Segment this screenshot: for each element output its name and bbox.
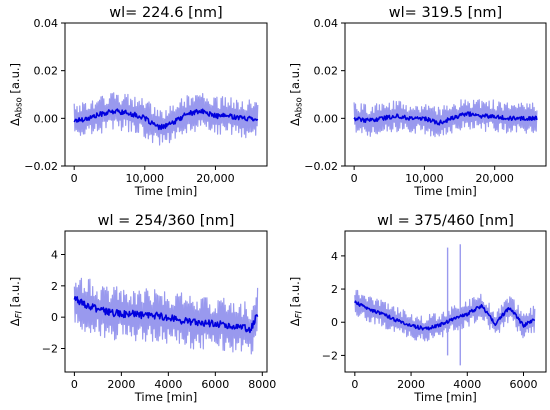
y-tick-label: −0.02 [24, 160, 58, 173]
y-tick-label: 0.02 [34, 65, 59, 78]
x-tick-label: 10,000 [405, 172, 444, 185]
y-axis-label-unit: [a.u.] [8, 63, 22, 97]
y-axis-label-subscript: FI [295, 311, 305, 319]
y-axis-label-unit: [a.u.] [8, 277, 22, 311]
y-tick-label: 2 [51, 280, 58, 293]
x-axis-label: Time [min] [134, 390, 197, 404]
x-tick-label: 10,000 [126, 172, 165, 185]
y-axis-label: ΔFI [a.u.] [288, 277, 305, 327]
x-tick-label: 4000 [453, 378, 481, 391]
panel-title: wl = 375/460 [nm] [377, 213, 514, 229]
axes-frame [344, 22, 547, 167]
y-axis-label-main: Δ [288, 118, 302, 126]
y-axis-label-unit: [a.u.] [288, 63, 302, 97]
plot-area [354, 244, 536, 366]
noise-band-trace [73, 277, 259, 355]
y-tick-label: 0.04 [34, 17, 59, 30]
y-axis-label: ΔAbso [a.u.] [288, 63, 305, 126]
series-line [73, 296, 259, 334]
axes-frame [344, 230, 547, 373]
noise-band-trace [353, 99, 538, 138]
panel-fluorescence-254-360: wl = 254/360 [nm] Time [min] ΔFI [a.u.] … [8, 213, 276, 404]
y-tick-label: 0.02 [314, 65, 339, 78]
x-axis-label: Time [min] [134, 184, 197, 198]
series-line [73, 108, 259, 131]
y-tick-label: −2 [42, 343, 58, 356]
panel-title: wl = 254/360 [nm] [98, 213, 235, 229]
y-tick-label: 4 [51, 249, 58, 262]
y-tick-label: 2 [331, 283, 338, 296]
x-tick-label: 6000 [510, 378, 538, 391]
y-tick-label: 4 [331, 250, 338, 263]
y-tick-label: −2 [322, 349, 338, 362]
series-line [353, 111, 538, 126]
y-axis-label-main: Δ [288, 318, 302, 326]
y-tick-label: −0.02 [304, 160, 338, 173]
x-axis-label: Time [min] [413, 390, 476, 404]
y-axis-label-subscript: Abso [15, 97, 25, 118]
noise-band-trace [354, 289, 536, 342]
x-axis-label: Time [min] [413, 184, 476, 198]
panel-title: wl= 319.5 [nm] [389, 5, 502, 21]
axes-frame [64, 22, 268, 167]
x-tick-label: 20,000 [475, 172, 514, 185]
x-tick-label: 0 [351, 378, 358, 391]
y-tick-label: 0 [331, 316, 338, 329]
panel-absorbance-224-6: wl= 224.6 [nm] Time [min] ΔAbso [a.u.] 0… [8, 5, 268, 198]
x-tick-label: 2000 [107, 378, 135, 391]
x-tick-label: 4000 [154, 378, 182, 391]
y-axis-label-subscript: Abso [295, 97, 305, 118]
plot-area [73, 277, 259, 355]
panel-title: wl= 224.6 [nm] [109, 5, 222, 21]
noise-band-trace [73, 92, 259, 146]
x-tick-label: 0 [71, 172, 78, 185]
y-axis-label: ΔAbso [a.u.] [8, 63, 25, 126]
axes-frame [64, 230, 268, 373]
x-tick-label: 20,000 [196, 172, 235, 185]
x-tick-label: 2000 [397, 378, 425, 391]
plot-area [73, 92, 259, 146]
y-tick-label: 0.04 [314, 17, 339, 30]
y-axis-label-main: Δ [8, 118, 22, 126]
panel-absorbance-319-5: wl= 319.5 [nm] Time [min] ΔAbso [a.u.] 0… [288, 5, 547, 198]
y-axis-label-unit: [a.u.] [288, 277, 302, 311]
series-line [354, 300, 536, 331]
x-tick-label: 0 [351, 172, 358, 185]
x-tick-label: 0 [71, 378, 78, 391]
x-tick-label: 8000 [248, 378, 276, 391]
y-axis-label: ΔFI [a.u.] [8, 277, 25, 327]
y-axis-label-main: Δ [8, 318, 22, 326]
x-tick-label: 6000 [201, 378, 229, 391]
y-axis-label-subscript: FI [15, 311, 25, 319]
y-tick-label: 0.00 [314, 112, 339, 125]
panel-fluorescence-375-460: wl = 375/460 [nm] Time [min] ΔFI [a.u.] … [288, 213, 547, 404]
y-tick-label: 0.00 [34, 112, 59, 125]
plot-area [353, 99, 538, 138]
y-tick-label: 0 [51, 311, 58, 324]
